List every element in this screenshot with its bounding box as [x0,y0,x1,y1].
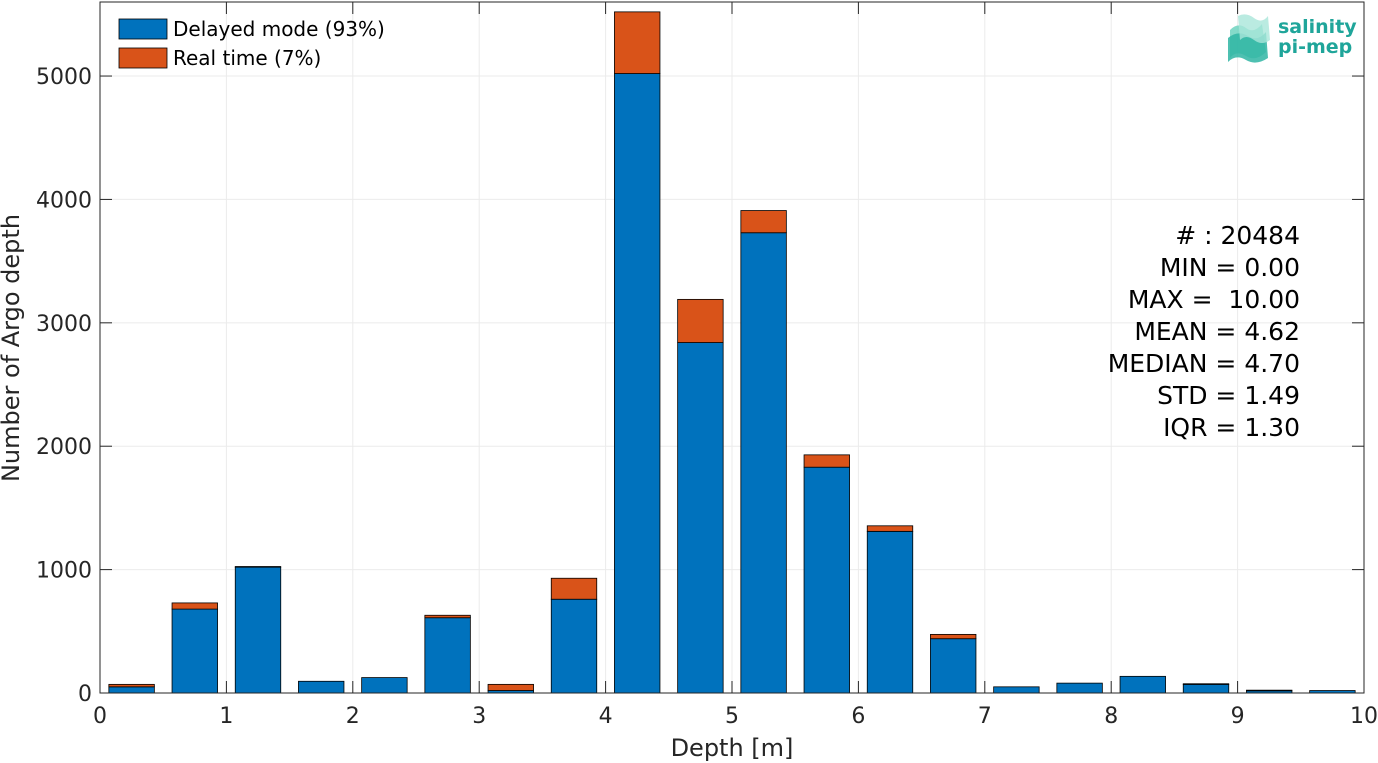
stats-line: MIN = 0.00 [1160,253,1300,282]
bar-real-time [487,683,534,691]
bar-real-time [740,210,787,234]
x-axis-label: Depth [m] [671,734,794,762]
y-tick-label: 3000 [36,312,92,337]
stats-line: IQR = 1.30 [1163,413,1300,442]
stats-line: MAX = 10.00 [1128,285,1300,314]
bar-delayed-mode [1056,682,1103,694]
bar-real-time [171,602,218,610]
y-tick-label: 0 [78,682,92,707]
bar-delayed-mode [1182,683,1230,694]
bar-real-time [930,633,977,640]
salinity-pi-mep-logo: salinity pi-mep [1228,14,1357,63]
bar-real-time [677,298,724,343]
bars [108,11,1356,694]
ticks [99,2,1365,694]
bar-delayed-mode [234,566,282,694]
y-tick-label: 1000 [36,559,92,584]
legend-label: Delayed mode (93%) [173,17,385,41]
bar-real-time [108,683,155,688]
stats-line: STD = 1.49 [1157,381,1300,410]
bar-delayed-mode [803,466,850,694]
x-tick-label: 2 [346,704,360,729]
x-tick-label: 0 [93,704,107,729]
stats-line: MEAN = 4.62 [1134,317,1300,346]
legend-swatch [118,18,168,40]
legend-label: Real time (7%) [173,46,321,70]
bar-real-time [234,566,282,568]
bar-delayed-mode [171,608,218,694]
bar-delayed-mode [424,617,471,694]
y-tick-label: 4000 [36,188,92,213]
x-tick-label: 7 [978,704,992,729]
x-tick-label: 5 [725,704,739,729]
x-tick-label: 4 [599,704,613,729]
stats-line: # : 20484 [1175,221,1300,250]
x-tick-label: 9 [1231,704,1245,729]
bar-delayed-mode [677,342,724,694]
bar-delayed-mode [866,530,914,694]
bar-delayed-mode [993,686,1040,694]
bar-real-time [1246,689,1293,692]
x-tick-label: 8 [1104,704,1118,729]
bar-delayed-mode [1119,675,1166,694]
bar-delayed-mode [930,638,977,694]
wave-logo-icon [1228,14,1270,63]
x-tick-label: 1 [219,704,233,729]
tick-labels: 0 1 2 3 4 5 6 7 8 9 10 0 1000 2000 3000 4000 5000 [36,65,1378,729]
y-tick-label: 5000 [36,65,92,90]
logo-line2: pi-mep [1278,36,1352,58]
bar-delayed-mode [298,680,345,694]
bar-delayed-mode [361,677,408,694]
stats-annotation: # : 20484 MIN = 0.00 MAX = 10.00 MEAN = 4.6… [1108,221,1300,442]
legend: Delayed mode (93%) Real time (7%) [118,17,385,70]
bar-delayed-mode [108,686,155,694]
y-tick-label: 2000 [36,435,92,460]
logo-line1: salinity [1278,16,1357,38]
stats-line: MEDIAN = 4.70 [1108,349,1300,378]
bar-real-time [866,525,914,532]
x-tick-label: 10 [1350,704,1378,729]
bar-real-time [1182,683,1230,685]
x-tick-label: 3 [472,704,486,729]
bar-delayed-mode [740,232,787,694]
bar-delayed-mode [614,73,661,694]
bar-real-time [550,577,598,600]
bar-delayed-mode [550,598,598,694]
y-axis-label: Number of Argo depth [0,214,25,482]
x-tick-label: 6 [851,704,865,729]
bar-real-time [424,614,471,619]
bar-real-time [614,11,661,74]
bar-real-time [803,454,850,468]
legend-swatch [118,47,168,69]
